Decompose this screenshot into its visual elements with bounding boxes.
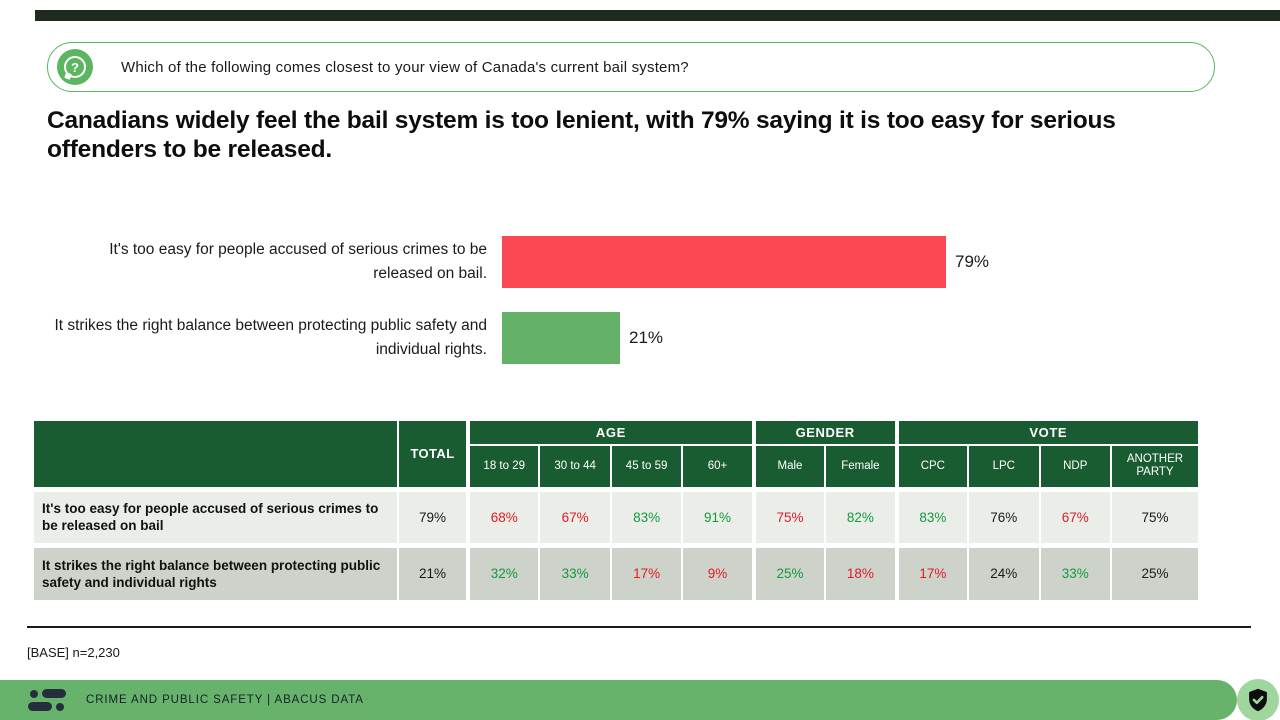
table-cell: 21% xyxy=(397,542,469,602)
table-row: It strikes the right balance between pro… xyxy=(32,542,1201,602)
bar-chart: It's too easy for people accused of seri… xyxy=(47,236,989,388)
question-text: Which of the following comes closest to … xyxy=(121,58,689,76)
base-note: [BASE] n=2,230 xyxy=(27,645,120,660)
table-cell: 67% xyxy=(1038,486,1112,546)
headline: Canadians widely feel the bail system is… xyxy=(47,107,1116,163)
chart-row-too-easy: It's too easy for people accused of seri… xyxy=(47,236,989,288)
shield-check-icon xyxy=(1249,688,1267,712)
speech-bubble-icon: ? xyxy=(64,56,86,78)
footer-bar: CRIME AND PUBLIC SAFETY | ABACUS DATA xyxy=(0,680,1237,720)
row-label: It strikes the right balance between pro… xyxy=(32,542,399,602)
column-header: Male xyxy=(751,444,827,490)
shield-badge xyxy=(1237,679,1279,720)
table-cell: 79% xyxy=(397,486,469,546)
table-cell: 91% xyxy=(681,486,755,546)
abacus-data-logo-icon xyxy=(28,688,70,712)
table-cell: 83% xyxy=(609,486,684,546)
table-column-header-row: 18 to 29 30 to 44 45 to 59 60+ Male Fema… xyxy=(33,444,1201,490)
column-header: Female xyxy=(824,444,898,490)
bar-category-label: It's too easy for people accused of seri… xyxy=(109,240,487,283)
column-header: ANOTHER PARTY xyxy=(1109,444,1201,490)
group-header-gender: GENDER xyxy=(751,419,898,446)
table-cell: 68% xyxy=(465,486,541,546)
row-label: It's too easy for people accused of seri… xyxy=(32,486,399,546)
table-cell: 33% xyxy=(1038,542,1112,602)
column-header: LPC xyxy=(967,444,1041,490)
total-header: TOTAL xyxy=(397,419,469,490)
table-cell: 17% xyxy=(609,542,684,602)
table-cell: 75% xyxy=(1109,486,1201,546)
bar-category-label: It strikes the right balance between pro… xyxy=(54,316,487,359)
bar-too-easy xyxy=(502,236,946,288)
group-header-vote: VOTE xyxy=(894,419,1201,446)
column-header: 18 to 29 xyxy=(465,444,541,490)
footer-title: CRIME AND PUBLIC SAFETY | ABACUS DATA xyxy=(86,694,364,706)
bar-right-balance xyxy=(502,312,620,364)
divider-line xyxy=(27,626,1251,628)
question-banner: ? Which of the following comes closest t… xyxy=(47,42,1215,92)
table-cell: 76% xyxy=(967,486,1041,546)
table-cell: 83% xyxy=(894,486,970,546)
chart-row-right-balance: It strikes the right balance between pro… xyxy=(47,312,989,364)
table-cell: 75% xyxy=(751,486,827,546)
table-cell: 18% xyxy=(824,542,898,602)
column-header: CPC xyxy=(894,444,970,490)
row-label-header xyxy=(32,419,399,490)
column-header: 30 to 44 xyxy=(538,444,612,490)
column-header: NDP xyxy=(1038,444,1112,490)
table-cell: 9% xyxy=(681,542,755,602)
table-cell: 25% xyxy=(1109,542,1201,602)
table-row: It's too easy for people accused of seri… xyxy=(32,486,1201,546)
table-cell: 17% xyxy=(894,542,970,602)
table-cell: 32% xyxy=(465,542,541,602)
table-cell: 25% xyxy=(751,542,827,602)
bar-value-label: 79% xyxy=(955,252,990,271)
column-header: 45 to 59 xyxy=(609,444,684,490)
question-mark-icon: ? xyxy=(57,49,93,85)
table-cell: 24% xyxy=(967,542,1041,602)
table-group-header-row: TOTAL AGE GENDER VOTE xyxy=(32,419,1201,490)
table-cell: 82% xyxy=(824,486,898,546)
table-cell: 33% xyxy=(538,542,612,602)
top-accent-bar xyxy=(35,10,1280,21)
crosstab-table: TOTAL AGE GENDER VOTE 18 to 29 30 to 44 … xyxy=(32,419,1201,602)
bar-value-label: 21% xyxy=(629,328,664,347)
group-header-age: AGE xyxy=(466,419,755,446)
column-header: 60+ xyxy=(681,444,755,490)
table-cell: 67% xyxy=(538,486,612,546)
